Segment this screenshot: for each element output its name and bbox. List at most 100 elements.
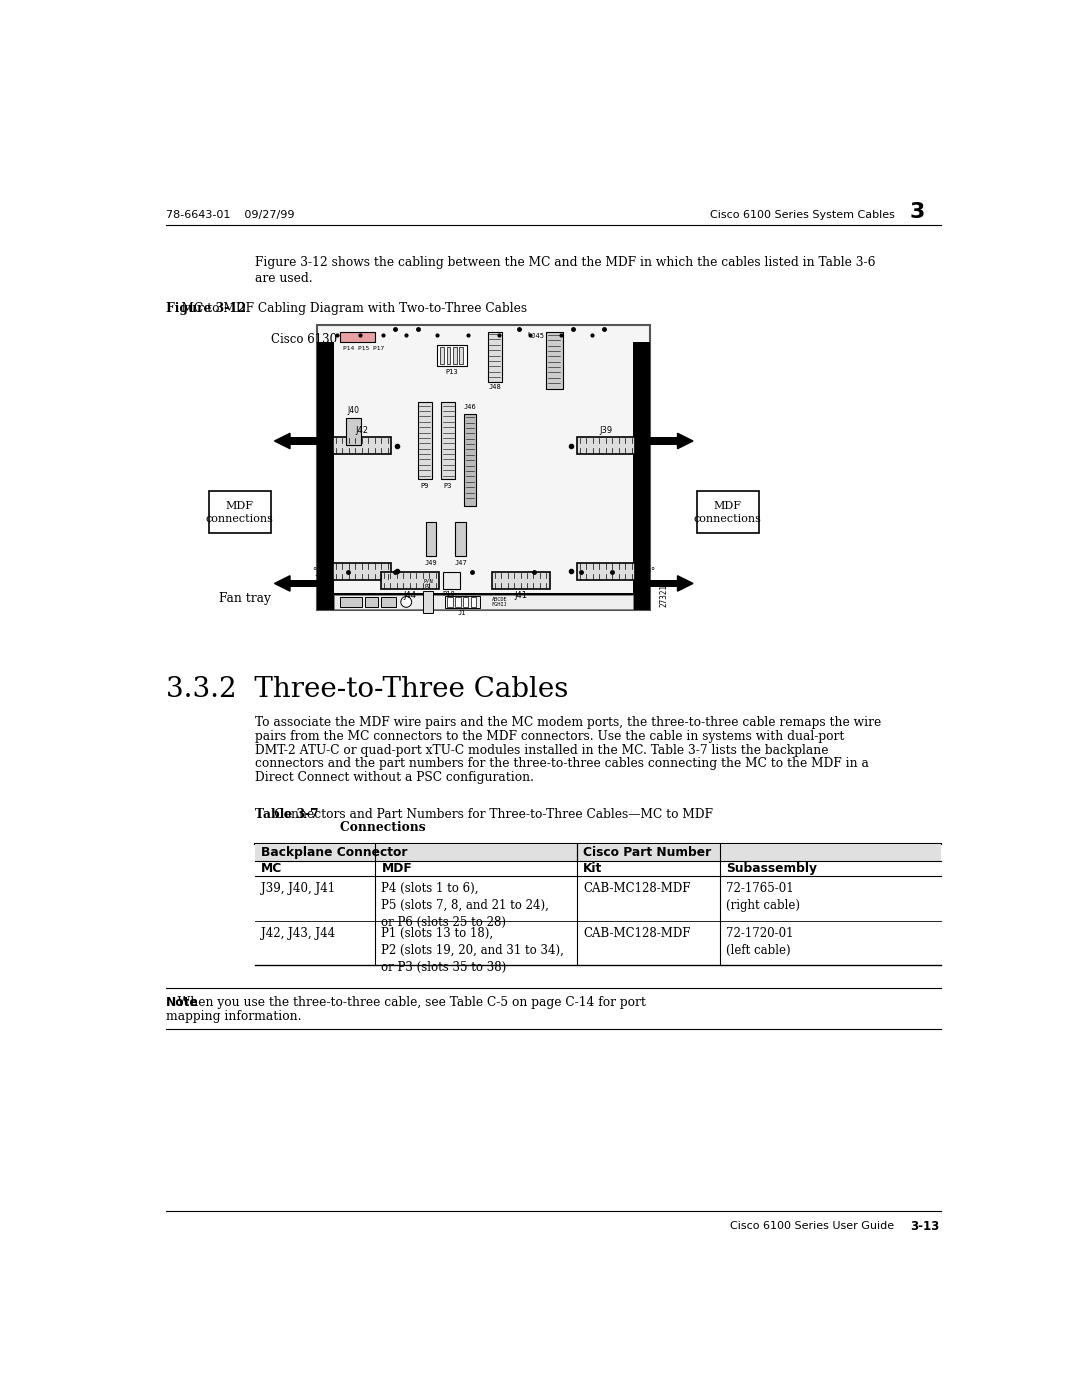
Text: Figure 3-12: Figure 3-12 xyxy=(166,302,246,316)
Text: Direct Connect without a PSC configuration.: Direct Connect without a PSC configurati… xyxy=(255,771,535,784)
Text: J40: J40 xyxy=(348,405,360,415)
Text: P4 (slots 1 to 6),
P5 (slots 7, 8, and 21 to 24),
or P6 (slots 25 to 28): P4 (slots 1 to 6), P5 (slots 7, 8, and 2… xyxy=(381,882,550,929)
Bar xyxy=(633,342,650,610)
Bar xyxy=(447,598,453,606)
Text: 27321: 27321 xyxy=(660,584,669,606)
Text: P9: P9 xyxy=(420,482,429,489)
Bar xyxy=(455,522,465,556)
Text: J46: J46 xyxy=(463,404,476,411)
Polygon shape xyxy=(677,576,693,591)
Text: 3.3.2  Three-to-Three Cables: 3.3.2 Three-to-Three Cables xyxy=(166,676,568,703)
Bar xyxy=(459,346,463,365)
Bar xyxy=(365,597,378,608)
Text: are used.: are used. xyxy=(255,271,313,285)
Text: To associate the MDF wire pairs and the MC modem ports, the three-to-three cable: To associate the MDF wire pairs and the … xyxy=(255,715,881,729)
Bar xyxy=(545,331,563,390)
Text: J42, J43, J44: J42, J43, J44 xyxy=(261,926,336,940)
Bar xyxy=(318,342,334,610)
Text: pairs from the MC connectors to the MDF connectors. Use the cable in systems wit: pairs from the MC connectors to the MDF … xyxy=(255,729,845,743)
Text: P14 P15 P17: P14 P15 P17 xyxy=(342,345,384,351)
Bar xyxy=(446,346,450,365)
Text: Cisco 6100 Series User Guide: Cisco 6100 Series User Guide xyxy=(730,1221,894,1231)
Bar xyxy=(697,490,759,534)
Text: Figure 3-12 shows the cabling between the MC and the MDF in which the cables lis: Figure 3-12 shows the cabling between th… xyxy=(255,256,876,270)
Text: °J43: °J43 xyxy=(312,567,329,576)
Text: 72-1765-01
(right cable): 72-1765-01 (right cable) xyxy=(727,882,800,912)
Text: MC: MC xyxy=(261,862,283,875)
Bar xyxy=(445,595,480,608)
Text: mapping information.: mapping information. xyxy=(166,1010,301,1023)
Bar xyxy=(577,437,635,454)
Text: connectors and the part numbers for the three-to-three cables connecting the MC : connectors and the part numbers for the … xyxy=(255,757,869,771)
Bar xyxy=(380,571,438,588)
Bar xyxy=(291,580,319,587)
Bar xyxy=(208,490,271,534)
Text: MDF
connections: MDF connections xyxy=(694,500,761,524)
Bar xyxy=(380,597,396,608)
Text: J42: J42 xyxy=(355,426,368,434)
Text: J44: J44 xyxy=(403,591,416,601)
Bar xyxy=(471,598,476,606)
Polygon shape xyxy=(274,433,291,448)
Text: MDF
connections: MDF connections xyxy=(205,500,273,524)
Bar xyxy=(577,563,635,580)
Text: 72-1720-01
(left cable): 72-1720-01 (left cable) xyxy=(727,926,794,957)
Text: 78-6643-01    09/27/99: 78-6643-01 09/27/99 xyxy=(166,211,295,221)
Text: P/N
P2: P/N P2 xyxy=(423,578,433,588)
Bar xyxy=(423,591,433,613)
Bar xyxy=(441,346,444,365)
Text: ABCDE
FGHIJ: ABCDE FGHIJ xyxy=(491,597,508,608)
Circle shape xyxy=(401,597,411,608)
Text: J41: J41 xyxy=(514,591,527,601)
Bar xyxy=(291,437,319,444)
Text: Subassembly: Subassembly xyxy=(727,862,818,875)
Bar xyxy=(334,595,633,609)
Text: DMT-2 ATU-C or quad-port xTU-C modules installed in the MC. Table 3-7 lists the : DMT-2 ATU-C or quad-port xTU-C modules i… xyxy=(255,743,828,757)
Text: Cisco 6100 Series System Cables: Cisco 6100 Series System Cables xyxy=(710,211,894,221)
Polygon shape xyxy=(677,433,693,448)
Bar xyxy=(318,326,650,610)
Polygon shape xyxy=(274,576,291,591)
Bar xyxy=(346,418,362,444)
Bar xyxy=(255,844,941,861)
Bar xyxy=(437,345,467,366)
Bar xyxy=(334,342,633,594)
Text: Connectors and Part Numbers for Three-to-Three Cables—MC to MDF: Connectors and Part Numbers for Three-to… xyxy=(255,809,713,821)
Text: P3: P3 xyxy=(444,482,453,489)
Text: 3: 3 xyxy=(910,201,926,222)
Text: Kit: Kit xyxy=(583,862,603,875)
Bar xyxy=(488,331,501,381)
Bar xyxy=(649,580,677,587)
Text: Backplane Connector: Backplane Connector xyxy=(261,845,408,859)
Bar xyxy=(418,402,432,479)
Bar xyxy=(313,321,654,615)
Text: Note: Note xyxy=(166,996,199,1009)
Text: P18: P18 xyxy=(443,591,456,597)
Text: 3-13: 3-13 xyxy=(910,1220,940,1234)
Text: CAB-MC128-MDF: CAB-MC128-MDF xyxy=(583,882,690,895)
Bar xyxy=(464,414,476,507)
Bar xyxy=(426,522,436,556)
Text: J49: J49 xyxy=(424,560,437,566)
Text: CAB-MC128-MDF: CAB-MC128-MDF xyxy=(583,926,690,940)
Bar xyxy=(441,402,455,479)
Text: J48: J48 xyxy=(488,384,501,390)
Bar xyxy=(340,331,375,342)
Bar xyxy=(463,598,469,606)
Text: J39: J39 xyxy=(599,426,612,434)
Bar xyxy=(340,597,362,608)
Text: J40°: J40° xyxy=(638,567,656,576)
Text: MDF: MDF xyxy=(381,862,413,875)
Text: J39, J40, J41: J39, J40, J41 xyxy=(261,882,336,895)
Bar xyxy=(455,598,460,606)
Text: J47: J47 xyxy=(454,560,467,566)
Text: MC to MDF Cabling Diagram with Two-to-Three Cables: MC to MDF Cabling Diagram with Two-to-Th… xyxy=(166,302,527,316)
Text: Cisco 6130: Cisco 6130 xyxy=(271,334,337,346)
Bar xyxy=(649,437,677,444)
Text: P13: P13 xyxy=(446,369,458,376)
Bar xyxy=(443,571,460,588)
Text: Cisco Part Number: Cisco Part Number xyxy=(583,845,712,859)
Text: Fan tray: Fan tray xyxy=(219,592,271,605)
Text: Connections: Connections xyxy=(255,820,426,834)
Bar xyxy=(318,594,650,610)
